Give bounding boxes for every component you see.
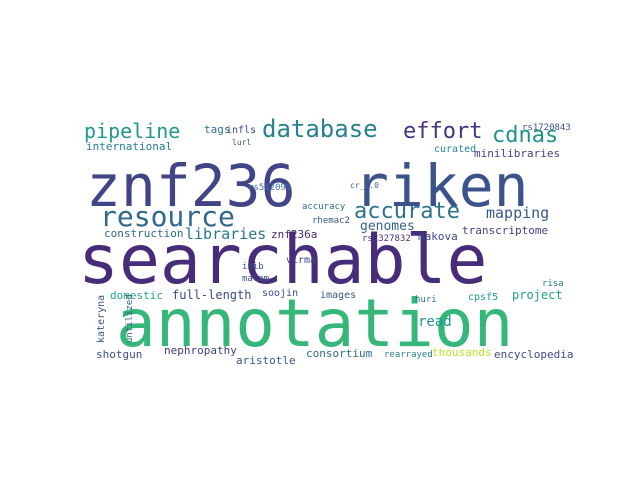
word-images: images <box>320 290 356 301</box>
word-cr-1-0: cr_1.0 <box>350 181 379 190</box>
word-rs512099: rs512099 <box>248 183 291 193</box>
word-rhemac2: rhemac2 <box>312 216 350 226</box>
word-international: international <box>86 140 172 153</box>
word-curated: curated <box>434 144 476 155</box>
word-rearrayed: rearrayed <box>384 350 433 360</box>
word-aristotle: aristotle <box>236 354 296 367</box>
word-effort: effort <box>403 119 482 144</box>
word-virma: virma <box>286 255 316 266</box>
word-read: read <box>418 314 452 330</box>
word-huri: huri <box>415 295 437 305</box>
word-untilized: untilized <box>125 294 135 343</box>
word-libraries: libraries <box>185 225 266 243</box>
word-encyclopedia: encyclopedia <box>494 348 573 361</box>
word-accuracy: accuracy <box>302 202 346 212</box>
word-rs1720843: rs1720843 <box>522 123 571 133</box>
word-macam: macam <box>242 274 269 284</box>
word-rs2327832: rs2327832 <box>362 234 411 244</box>
word-transcriptome: transcriptome <box>462 224 548 237</box>
word-soojin: soojin <box>262 288 298 299</box>
word-cpsf5: cpsf5 <box>468 292 498 303</box>
word-minilibraries: minilibraries <box>474 147 560 160</box>
word-znf236a: znf236a <box>271 228 317 241</box>
word-database: database <box>262 115 378 143</box>
word-full-length: full-length <box>172 288 251 302</box>
word-genomes: genomes <box>360 219 415 234</box>
word-infls: infls <box>226 125 256 136</box>
word-makova: makova <box>418 230 458 243</box>
word-domestic: domestic <box>110 289 163 302</box>
word-thousands: thousands <box>432 346 492 359</box>
word-mapping: mapping <box>486 204 549 222</box>
word-project: project <box>512 288 563 302</box>
word-shotgun: shotgun <box>96 348 142 361</box>
word-nephropathy: nephropathy <box>164 344 237 357</box>
word-lurl: lurl <box>232 138 251 147</box>
word-consortium: consortium <box>306 347 373 360</box>
word-risa: risa <box>542 279 564 289</box>
word-kateryna: kateryna <box>96 295 107 343</box>
word-inib: inib <box>242 262 264 272</box>
word-construction: construction <box>104 227 183 240</box>
